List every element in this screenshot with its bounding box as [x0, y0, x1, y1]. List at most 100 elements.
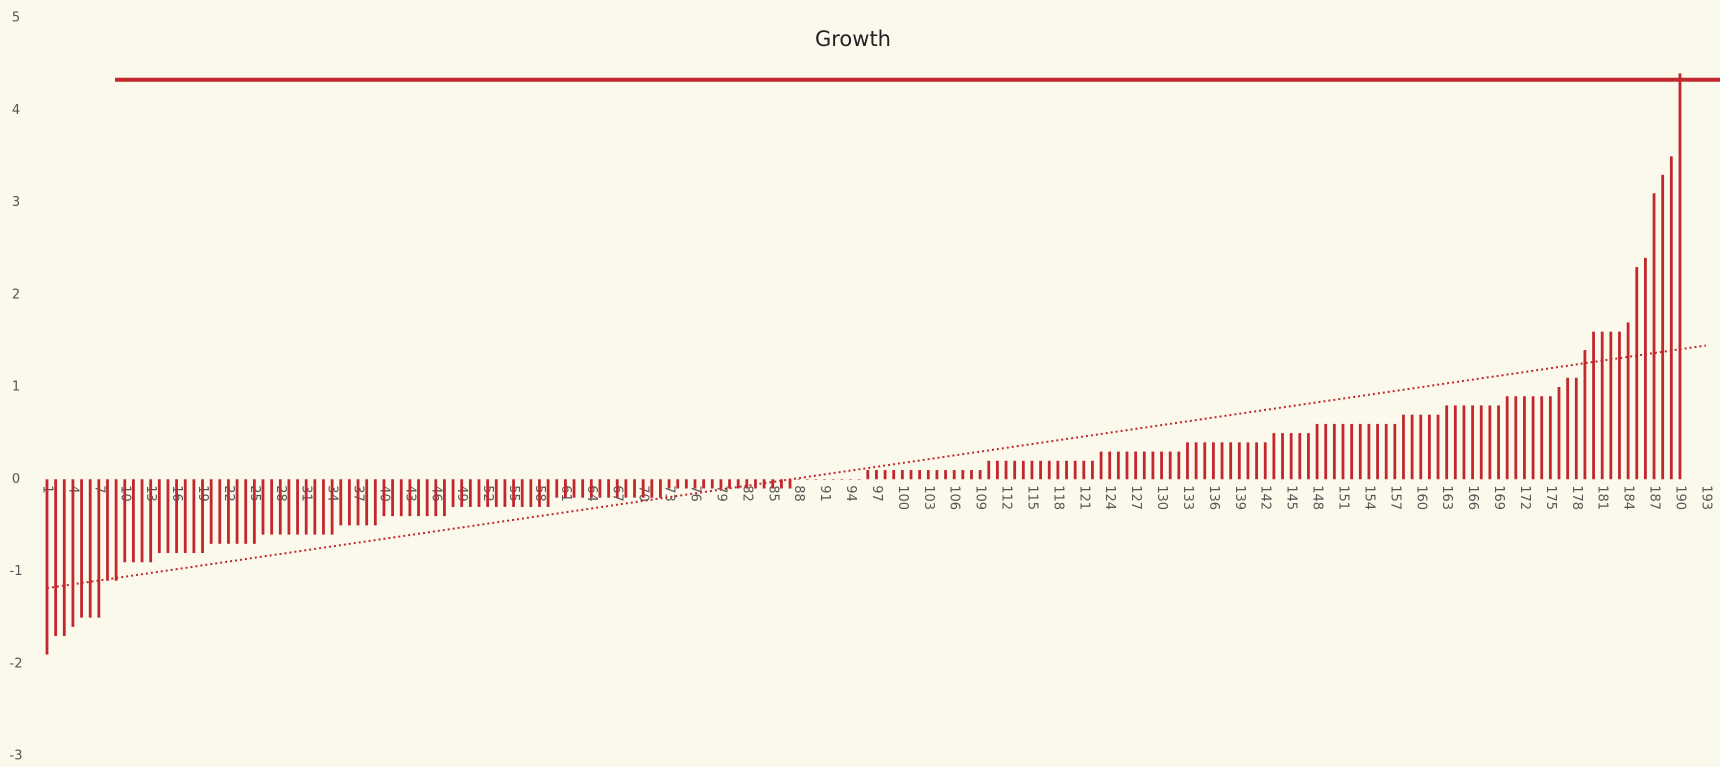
x-tick-label: 94	[843, 485, 858, 502]
y-tick-label: -1	[10, 564, 23, 579]
x-tick-label: 190	[1672, 485, 1687, 510]
y-tick-label: 1	[12, 380, 20, 395]
bar	[425, 479, 429, 517]
bar	[1592, 331, 1595, 480]
bar	[1678, 73, 1682, 480]
bar	[1099, 451, 1103, 480]
x-tick-label: 139	[1232, 485, 1247, 510]
bar	[132, 479, 135, 563]
bar	[1246, 442, 1250, 480]
bar	[1453, 405, 1457, 480]
x-tick-label: 130	[1154, 485, 1169, 510]
bar	[1186, 442, 1189, 480]
bar	[209, 479, 213, 544]
bar	[684, 479, 688, 489]
chart-title: Growth	[815, 27, 891, 51]
bar	[589, 479, 593, 498]
x-tick-label: 142	[1258, 485, 1273, 510]
bar	[1462, 405, 1466, 480]
bar	[1471, 405, 1474, 480]
x-tick-label: 151	[1336, 485, 1351, 510]
bar	[1618, 331, 1621, 480]
bar	[1479, 405, 1483, 480]
bar	[1652, 193, 1656, 480]
bar	[572, 479, 576, 498]
bar	[1307, 433, 1310, 480]
bar	[322, 479, 325, 535]
bar	[261, 479, 265, 535]
bar	[123, 479, 127, 563]
x-tick-label: 187	[1647, 485, 1662, 510]
x-tick-label: 112	[999, 485, 1014, 510]
bar	[1497, 405, 1500, 480]
bar	[555, 479, 559, 498]
bar	[719, 479, 723, 489]
x-tick-label: 73	[662, 485, 677, 502]
bar	[443, 479, 446, 517]
bar	[918, 470, 922, 480]
bar	[607, 479, 610, 498]
bar	[218, 479, 222, 544]
bar	[278, 479, 282, 535]
bar	[797, 479, 801, 480]
x-tick-label: 181	[1595, 485, 1610, 510]
x-tick-label: 106	[947, 485, 962, 510]
x-tick-label: 160	[1413, 485, 1428, 510]
y-tick-label: 3	[12, 195, 20, 210]
x-tick-label: 136	[1206, 485, 1221, 510]
bar	[1488, 405, 1492, 480]
bar	[468, 479, 472, 507]
bar	[710, 479, 714, 489]
x-tick-label: 79	[713, 485, 728, 502]
x-tick-label: 103	[921, 485, 936, 510]
bar	[434, 479, 438, 517]
bar	[1056, 460, 1060, 480]
bar	[538, 479, 541, 507]
x-tick-label: 157	[1387, 485, 1402, 510]
x-tick-label: 166	[1465, 485, 1480, 510]
bar	[728, 479, 731, 489]
bar	[1358, 423, 1362, 480]
bar	[356, 479, 360, 526]
bar	[339, 479, 343, 526]
y-tick-label: 5	[12, 11, 20, 26]
bar	[676, 479, 680, 489]
bar	[1220, 442, 1224, 480]
bar	[615, 479, 619, 498]
bar	[1255, 442, 1258, 480]
bar	[1237, 442, 1241, 480]
bar	[512, 479, 515, 507]
bar	[1661, 174, 1665, 480]
bar	[1021, 460, 1025, 480]
bar	[1151, 451, 1155, 480]
bar	[1047, 460, 1051, 480]
x-tick-label: 145	[1284, 485, 1299, 510]
bar	[546, 479, 550, 507]
bar	[1376, 423, 1379, 480]
bar	[391, 479, 394, 517]
bar	[106, 479, 109, 581]
bar	[641, 479, 645, 498]
bar	[287, 479, 291, 535]
bar	[201, 479, 204, 554]
bar	[1030, 460, 1034, 480]
bar	[1091, 460, 1094, 480]
bar	[1108, 451, 1112, 480]
bar	[823, 479, 826, 480]
bar	[1635, 267, 1639, 480]
bar	[529, 479, 533, 507]
bar	[1557, 387, 1561, 480]
y-tick-label: 0	[12, 472, 20, 487]
x-tick-label: 172	[1517, 485, 1532, 510]
bar	[745, 479, 749, 489]
bar	[97, 479, 101, 618]
bar	[598, 479, 602, 498]
bar	[1384, 423, 1388, 480]
bar	[1609, 331, 1613, 480]
bar	[1203, 442, 1207, 480]
bar	[900, 470, 904, 480]
x-tick-label: 154	[1361, 485, 1376, 510]
